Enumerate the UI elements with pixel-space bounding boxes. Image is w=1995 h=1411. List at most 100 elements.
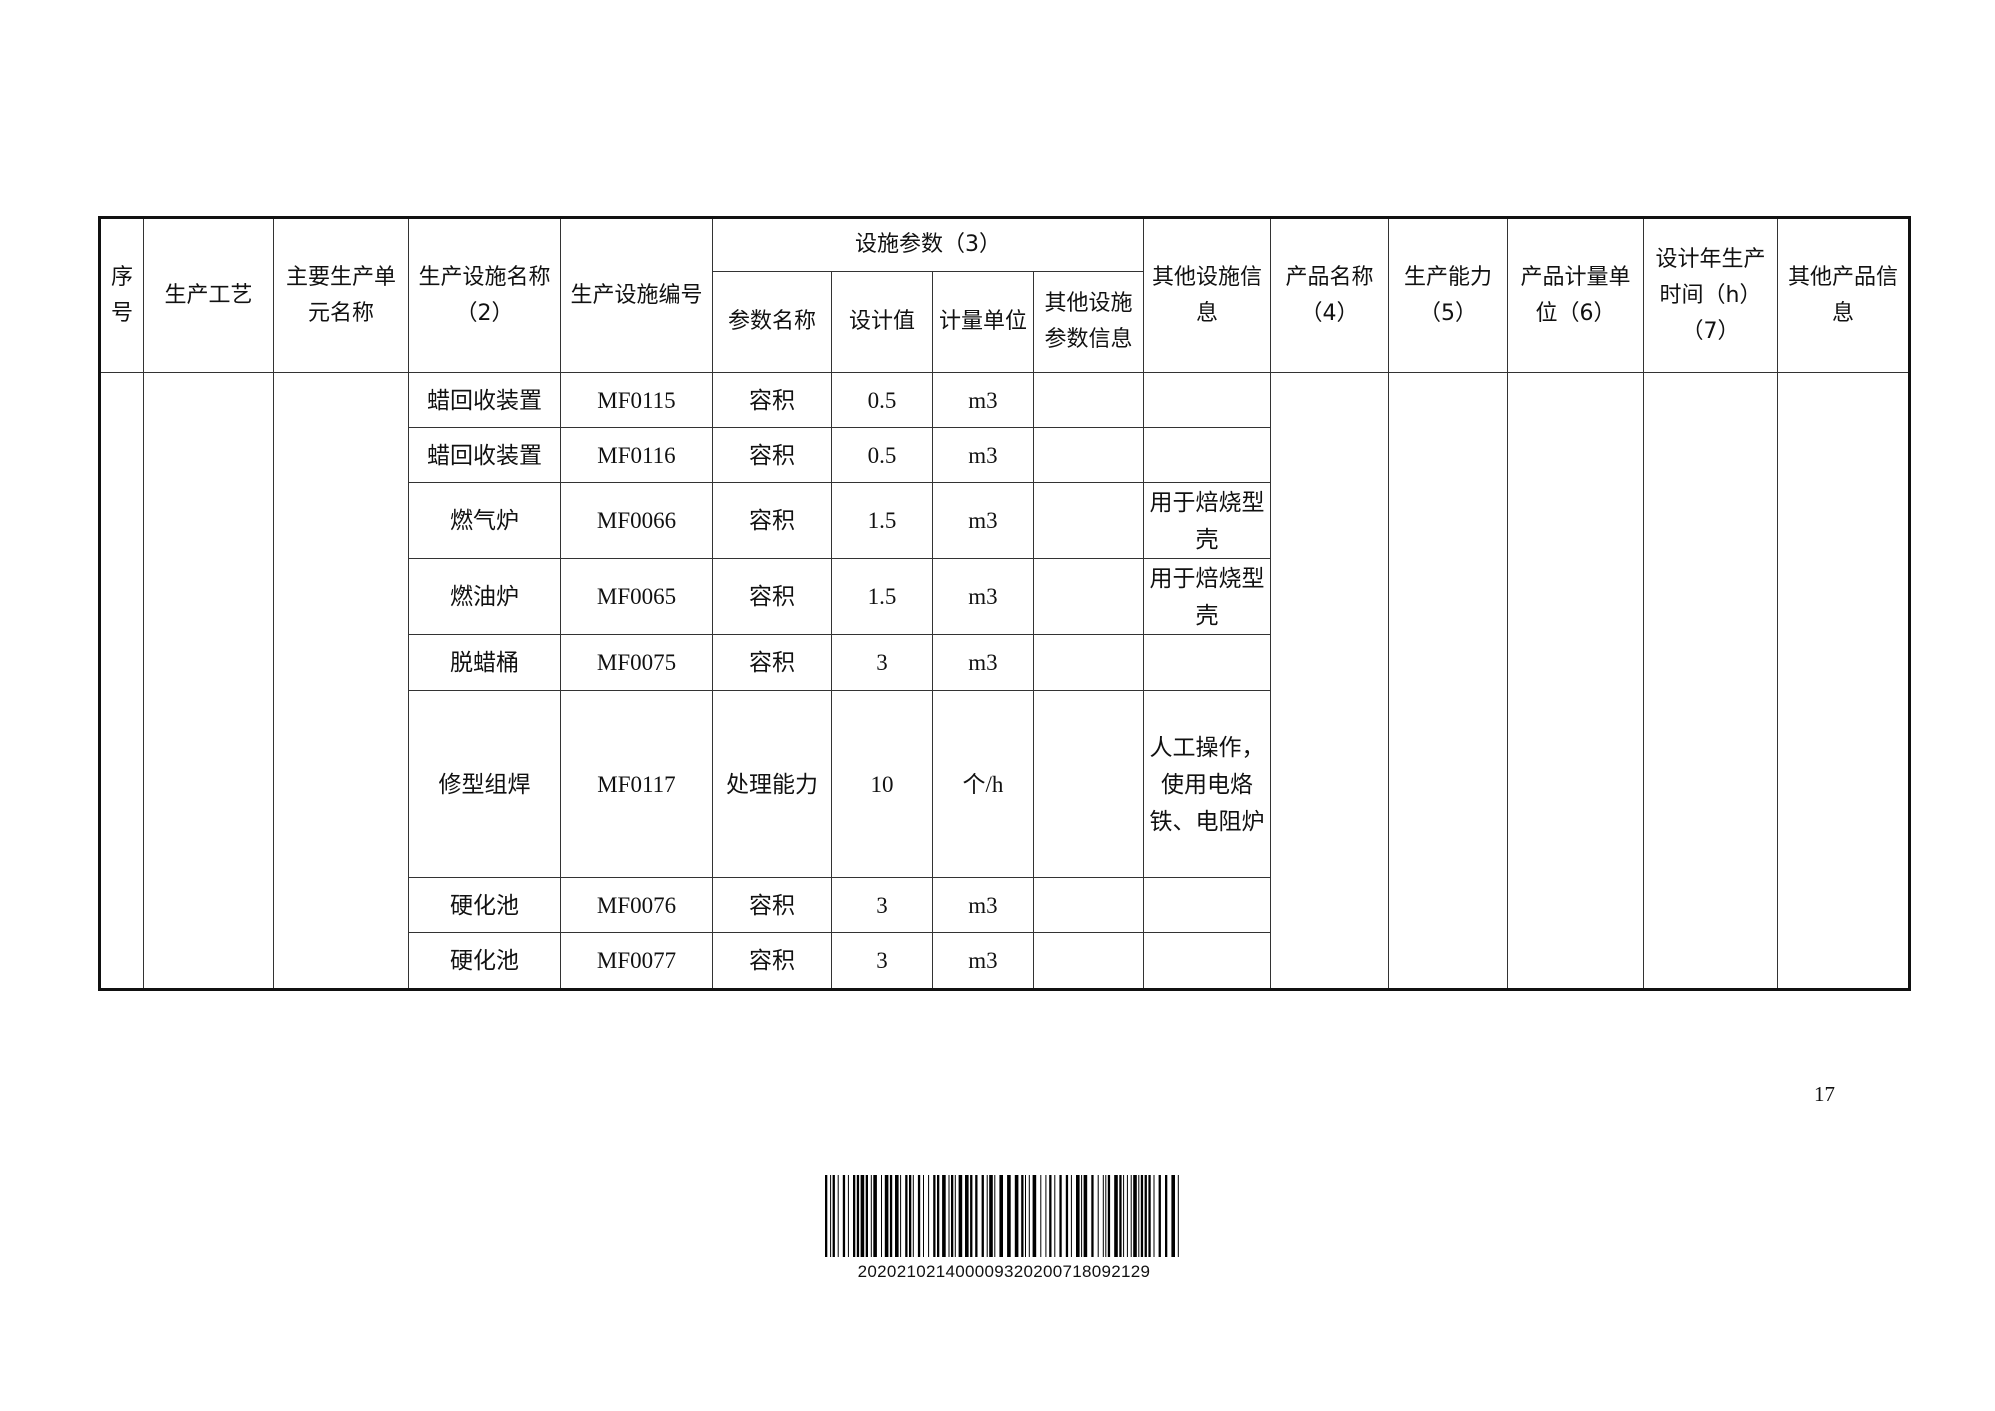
cell-unit: m3: [932, 634, 1034, 691]
cell-other-param: [1033, 482, 1144, 559]
barcode-bar: [937, 1175, 940, 1257]
barcode-bar: [870, 1175, 872, 1257]
cell-other-param: [1033, 690, 1144, 878]
cell-unit: [273, 372, 409, 990]
barcode-bar: [1126, 1175, 1128, 1257]
barcode-bar: [830, 1175, 832, 1257]
barcode-bar: [975, 1175, 978, 1257]
page-number: 17: [1814, 1082, 1835, 1106]
cell-design-value: 1.5: [831, 482, 933, 559]
cell-facility-code: MF0066: [560, 482, 713, 559]
cell-param-name: 容积: [712, 634, 832, 691]
barcode-bar: [1119, 1175, 1122, 1257]
barcode-bar: [1153, 1175, 1155, 1257]
cell-facility-code: MF0077: [560, 932, 713, 990]
cell-facility-name: 燃油炉: [408, 558, 561, 635]
cell-facility-name: 脱蜡桶: [408, 634, 561, 691]
cell-other-facility: [1143, 372, 1271, 428]
barcode-bar: [1097, 1175, 1099, 1257]
table-row: 修型组焊 MF0117 处理能力 10 个/h 人工操作，使用电烙铁、电阻炉: [100, 690, 1910, 878]
barcode-bar: [1076, 1175, 1080, 1257]
barcode-bar: [981, 1175, 984, 1257]
cell-design-value: 10: [831, 690, 933, 878]
cell-unit: m3: [932, 877, 1034, 933]
cell-param-name: 容积: [712, 427, 832, 483]
barcode-bar: [1177, 1175, 1179, 1257]
barcode-bar: [1114, 1175, 1118, 1257]
cell-other-param: [1033, 427, 1144, 483]
barcode-bar: [1123, 1175, 1125, 1257]
cell-product-name: [1270, 372, 1389, 990]
barcode-bar: [1065, 1175, 1069, 1257]
cell-design-value: 1.5: [831, 558, 933, 635]
cell-other-param: [1033, 372, 1144, 428]
barcode-bar: [881, 1175, 882, 1257]
barcode: [825, 1175, 1179, 1257]
barcode-bar: [917, 1175, 921, 1257]
barcode-bar: [1059, 1175, 1062, 1257]
cell-other-param: [1033, 634, 1144, 691]
barcode-bar: [1133, 1175, 1137, 1257]
barcode-bar: [923, 1175, 924, 1257]
cell-seq: [99, 372, 144, 990]
table-row: 燃油炉 MF0065 容积 1.5 m3 用于焙烧型壳: [100, 558, 1910, 635]
barcode-bar: [905, 1175, 908, 1257]
barcode-bar: [948, 1175, 950, 1257]
cell-unit: 个/h: [932, 690, 1034, 878]
cell-param-name: 容积: [712, 372, 832, 428]
cell-process: [143, 372, 274, 990]
table-row: 硬化池 MF0076 容积 3 m3: [100, 877, 1910, 933]
cell-design-value: 3: [831, 932, 933, 990]
cell-facility-name: 硬化池: [408, 877, 561, 933]
barcode-bar: [1014, 1175, 1019, 1257]
table-row: 燃气炉 MF0066 容积 1.5 m3 用于焙烧型壳: [100, 482, 1910, 559]
header-unit: 主要生产单元名称: [273, 217, 409, 373]
table-row: 蜡回收装置 MF0115 容积 0.5 m3: [99, 372, 1910, 990]
barcode-bar: [912, 1175, 914, 1257]
barcode-bar: [889, 1175, 893, 1257]
barcode-bar: [1091, 1175, 1094, 1257]
barcode-bar: [873, 1175, 877, 1257]
barcode-bar: [1021, 1175, 1024, 1257]
cell-other-facility: [1143, 427, 1271, 483]
header-capacity: 生产能力（5）: [1388, 217, 1508, 373]
table-row: 脱蜡桶 MF0075 容积 3 m3: [100, 634, 1910, 691]
cell-other-param: [1033, 932, 1144, 990]
barcode-bar: [1138, 1175, 1140, 1257]
barcode-bar: [1107, 1175, 1111, 1257]
barcode-bar: [1165, 1175, 1168, 1257]
header-other-product: 其他产品信息: [1777, 217, 1910, 373]
barcode-bar: [842, 1175, 846, 1257]
cell-unit: m3: [932, 427, 1034, 483]
header-param-name: 参数名称: [712, 271, 832, 373]
header-design-value: 设计值: [831, 271, 933, 373]
barcode-bar: [928, 1175, 930, 1257]
cell-other-facility: [1143, 877, 1271, 933]
barcode-bar: [825, 1175, 828, 1257]
cell-facility-name: 硬化池: [408, 932, 561, 990]
barcode-bar: [1081, 1175, 1083, 1257]
barcode-bar: [1025, 1175, 1026, 1257]
barcode-bar: [1032, 1175, 1037, 1257]
header-seq: 序号: [99, 217, 144, 373]
barcode-bar: [951, 1175, 954, 1257]
barcode-bar: [860, 1175, 865, 1257]
cell-other-param: [1033, 558, 1144, 635]
cell-unit: m3: [932, 482, 1034, 559]
header-facility-name: 生产设施名称（2）: [408, 217, 561, 373]
cell-param-name: 容积: [712, 932, 832, 990]
barcode-bar: [970, 1175, 973, 1257]
header-product-name: 产品名称（4）: [1270, 217, 1389, 373]
cell-param-name: 处理能力: [712, 690, 832, 878]
barcode-bar: [1144, 1175, 1147, 1257]
cell-other-product: [1777, 372, 1910, 990]
barcode-bar: [1049, 1175, 1052, 1257]
barcode-bar: [1140, 1175, 1144, 1257]
barcode-bar: [895, 1175, 899, 1257]
barcode-bar: [942, 1175, 946, 1257]
barcode-bar: [999, 1175, 1003, 1257]
cell-design-value: 0.5: [831, 427, 933, 483]
barcode-bar: [853, 1175, 856, 1257]
header-params-group: 设施参数（3）: [712, 217, 1144, 272]
barcode-bar: [958, 1175, 963, 1257]
